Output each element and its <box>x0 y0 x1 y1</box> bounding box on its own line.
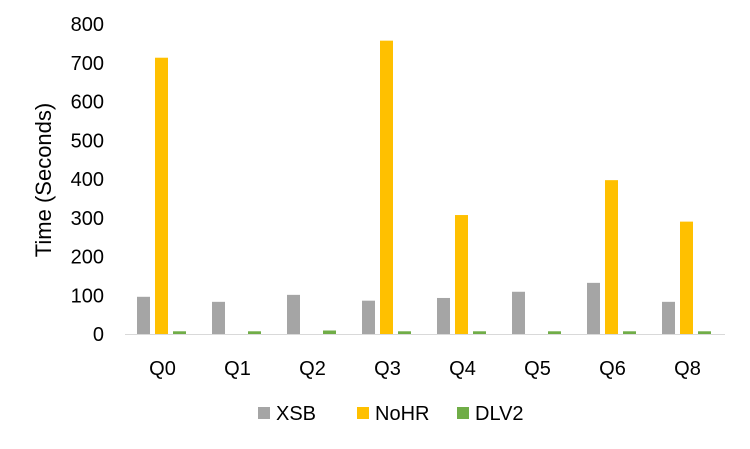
y-tick-label: 400 <box>71 169 104 191</box>
bar-xsb-q3 <box>362 300 375 334</box>
x-tick-label: Q2 <box>299 358 326 380</box>
bar-dlv2-q3 <box>398 331 411 334</box>
x-tick-label: Q3 <box>374 358 401 380</box>
x-tick-label: Q4 <box>449 358 476 380</box>
y-axis-title: Time (Seconds) <box>31 103 56 257</box>
legend-swatch-xsb <box>258 407 270 419</box>
bar-xsb-q2 <box>287 294 300 334</box>
bar-dlv2-q6 <box>623 331 636 334</box>
bar-dlv2-q8 <box>698 331 711 334</box>
legend-label-nohr: NoHR <box>375 403 429 425</box>
legend-swatch-dlv2 <box>457 407 469 419</box>
y-tick-label: 100 <box>71 285 104 307</box>
y-tick-label: 600 <box>71 92 104 114</box>
bar-nohr-q4 <box>455 215 468 334</box>
y-tick-label: 300 <box>71 208 104 230</box>
bar-dlv2-q5 <box>548 331 561 334</box>
bar-nohr-q3 <box>380 40 393 334</box>
bar-xsb-q0 <box>137 296 150 334</box>
x-tick-label: Q6 <box>599 358 626 380</box>
y-tick-label: 0 <box>93 324 104 346</box>
y-tick-label: 500 <box>71 130 104 152</box>
bar-xsb-q1 <box>212 301 225 334</box>
bar-nohr-q8 <box>680 221 693 334</box>
bar-xsb-q5 <box>512 291 525 334</box>
y-tick-label: 200 <box>71 247 104 269</box>
legend-label-dlv2: DLV2 <box>475 403 524 425</box>
x-tick-label: Q1 <box>224 358 251 380</box>
bar-nohr-q0 <box>155 57 168 335</box>
bar-dlv2-q0 <box>173 331 186 334</box>
legend-label-xsb: XSB <box>276 403 316 425</box>
bar-nohr-q6 <box>605 180 618 334</box>
bar-xsb-q6 <box>587 282 600 334</box>
bars <box>137 40 711 335</box>
x-tick-label: Q0 <box>149 358 176 380</box>
bar-dlv2-q2 <box>323 330 336 334</box>
legend: XSB NoHR DLV2 <box>258 403 524 425</box>
legend-swatch-nohr <box>357 407 369 419</box>
bar-dlv2-q4 <box>473 331 486 334</box>
x-axis-ticks: Q0 Q1 Q2 Q3 Q4 Q5 Q6 Q8 <box>149 358 701 380</box>
y-axis-ticks: 0 100 200 300 400 500 600 700 800 <box>71 14 104 346</box>
x-tick-label: Q8 <box>674 358 701 380</box>
y-tick-label: 800 <box>71 14 104 36</box>
bar-xsb-q8 <box>662 301 675 334</box>
x-tick-label: Q5 <box>524 358 551 380</box>
y-tick-label: 700 <box>71 53 104 75</box>
bar-xsb-q4 <box>437 297 450 334</box>
bar-dlv2-q1 <box>248 331 261 334</box>
